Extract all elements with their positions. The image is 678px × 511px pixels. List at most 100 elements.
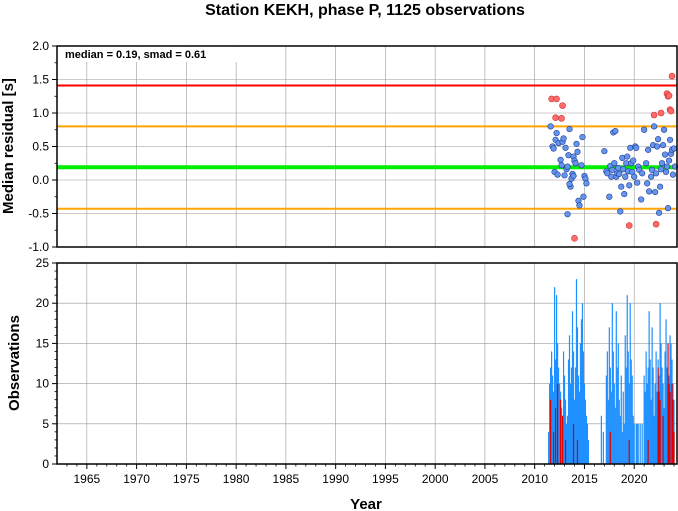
observation-bar xyxy=(636,423,638,464)
observation-bar xyxy=(587,439,590,464)
residual-point xyxy=(572,160,579,167)
observation-bar xyxy=(631,375,633,464)
observation-bar xyxy=(645,351,647,464)
residual-point xyxy=(561,172,568,179)
observation-bar xyxy=(649,359,651,464)
observation-bar xyxy=(627,351,629,464)
observation-bar xyxy=(548,431,550,464)
residual-point xyxy=(633,144,640,151)
observation-bar xyxy=(569,383,572,464)
residual-point xyxy=(570,172,577,180)
residual-point xyxy=(606,193,613,200)
residual-point xyxy=(564,163,571,170)
residual-point xyxy=(631,173,638,180)
residual-point xyxy=(564,211,571,218)
y-tick-label: 20 xyxy=(36,296,50,310)
observation-bar xyxy=(651,327,653,464)
residual-point xyxy=(653,143,661,150)
residual-point xyxy=(601,148,608,155)
observation-bar xyxy=(622,391,624,464)
residual-point xyxy=(573,140,580,147)
observation-bar xyxy=(616,367,618,464)
observation-bar xyxy=(577,375,580,464)
residual-point xyxy=(639,170,646,177)
x-tick-label: 2020 xyxy=(621,472,648,486)
observation-bar xyxy=(574,367,577,464)
observation-bar xyxy=(656,391,658,464)
residual-point xyxy=(626,182,633,189)
observation-bar-flagged xyxy=(564,439,567,464)
observation-bar-flagged xyxy=(559,399,562,464)
observations-y-axis-label: Observations xyxy=(6,315,23,411)
observation-bar xyxy=(572,351,575,464)
observation-bar-flagged xyxy=(669,391,671,464)
observation-bar xyxy=(565,423,568,464)
residual-point xyxy=(657,166,665,173)
residual-point xyxy=(557,156,564,163)
observation-bar xyxy=(624,335,626,464)
observation-bar xyxy=(670,343,672,464)
observation-bar-flagged xyxy=(572,423,575,464)
residual-point xyxy=(562,144,569,151)
observation-bar xyxy=(628,383,630,464)
residual-point xyxy=(652,188,659,196)
observation-bar-flagged xyxy=(552,431,555,464)
observation-bar xyxy=(607,399,609,464)
residual-panel: 2.0 1.5 1.0 0.5 0.0 -0.5 -1.0 median = 0.19, s… xyxy=(0,39,678,254)
residual-outlier-point xyxy=(667,107,675,115)
y-tick-label: 10 xyxy=(36,377,50,391)
residual-grid xyxy=(57,45,677,248)
x-tick-label: 1980 xyxy=(223,472,250,486)
residual-y-axis-label: Median residual [s] xyxy=(0,78,17,214)
reference-lines xyxy=(57,84,677,210)
observation-bar xyxy=(646,383,648,464)
x-tick-label: 2000 xyxy=(422,472,449,486)
residual-point xyxy=(621,190,628,198)
observation-bar-flagged xyxy=(556,383,559,464)
observation-bar-flagged xyxy=(550,399,552,464)
observation-bar xyxy=(614,407,616,464)
observation-bar xyxy=(552,375,554,464)
observation-bar xyxy=(641,423,643,464)
observation-bar xyxy=(579,343,582,464)
residual-point xyxy=(583,180,590,187)
observation-bar-flagged xyxy=(671,383,673,464)
observation-bar xyxy=(653,415,655,464)
observation-bar xyxy=(580,319,583,464)
y-tick-label: 15 xyxy=(36,336,50,350)
y-tick-label: 0.0 xyxy=(32,173,49,187)
observation-bar xyxy=(629,303,631,464)
residual-point xyxy=(609,166,616,174)
observation-bar xyxy=(606,351,608,464)
y-tick-label: 1.0 xyxy=(32,106,49,120)
residual-point xyxy=(646,188,653,195)
residual-point xyxy=(662,168,670,176)
residual-outlier-point xyxy=(650,111,658,119)
residual-point xyxy=(578,162,585,169)
observation-bar xyxy=(553,287,556,464)
residual-y-ticks: 2.0 1.5 1.0 0.5 0.0 -0.5 -1.0 xyxy=(28,39,57,254)
observation-bar-flagged xyxy=(628,439,630,464)
y-tick-label: 0.5 xyxy=(32,140,49,154)
observation-bar-flagged xyxy=(657,367,659,464)
y-tick-label: 5 xyxy=(42,417,49,431)
residual-point xyxy=(648,173,655,180)
residual-point xyxy=(558,162,565,169)
residual-point xyxy=(669,171,677,178)
observation-bar xyxy=(563,375,566,464)
observation-bar xyxy=(666,367,668,464)
residual-outlier-point xyxy=(552,114,559,121)
observations-y-ticks: 25 20 15 10 5 0 xyxy=(36,256,57,471)
observation-bar xyxy=(633,423,635,464)
x-tick-label: 2010 xyxy=(521,472,548,486)
observation-bar xyxy=(655,351,657,464)
observation-bar xyxy=(665,319,667,464)
observation-bar xyxy=(600,415,602,464)
observation-bar xyxy=(578,391,581,464)
observation-bar xyxy=(605,375,607,464)
observation-bar xyxy=(620,375,622,464)
x-tick-label: 1990 xyxy=(322,472,349,486)
observation-bar xyxy=(643,375,645,464)
residual-point xyxy=(612,127,619,135)
residual-point xyxy=(617,208,624,215)
